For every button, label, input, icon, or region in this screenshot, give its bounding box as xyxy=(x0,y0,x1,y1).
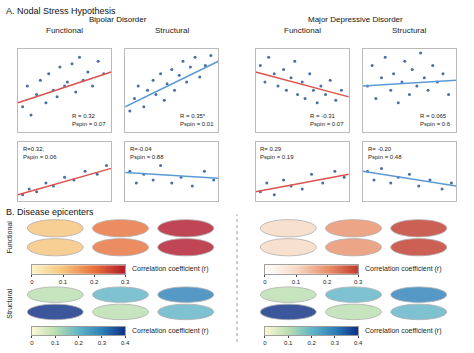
svg-text:Structural: Structural xyxy=(6,288,13,318)
svg-text:Functional: Functional xyxy=(6,221,13,254)
svg-text:0.1: 0.1 xyxy=(292,279,301,285)
svg-text:R = 0.065Pspin = 0.6: R = 0.065Pspin = 0.6 xyxy=(420,113,451,127)
svg-text:0.3: 0.3 xyxy=(98,340,107,346)
svg-text:R = 0.35*Pspin = 0.01: R = 0.35*Pspin = 0.01 xyxy=(180,113,214,127)
svg-text:0.2: 0.2 xyxy=(74,340,83,346)
svg-text:0.3: 0.3 xyxy=(354,279,363,285)
svg-text:Functional: Functional xyxy=(46,26,83,35)
svg-text:0.3: 0.3 xyxy=(331,340,340,346)
svg-text:0.4: 0.4 xyxy=(354,340,363,346)
svg-text:0.2: 0.2 xyxy=(323,279,332,285)
svg-text:Major Depressive Disorder: Major Depressive Disorder xyxy=(308,15,403,24)
svg-text:R = -0.31Pspin = 0.07: R = -0.31Pspin = 0.07 xyxy=(310,113,344,127)
svg-text:Correlation coefficient (r): Correlation coefficient (r) xyxy=(132,265,209,273)
svg-text:R= -0.20Pspin = 0.48: R= -0.20Pspin = 0.48 xyxy=(368,146,402,160)
svg-text:0.3: 0.3 xyxy=(121,279,130,285)
svg-text:R = 0.32Pspin = 0.07: R = 0.32Pspin = 0.07 xyxy=(72,113,106,127)
svg-text:B. Disease epicenters: B. Disease epicenters xyxy=(6,207,94,217)
svg-text:R= 0.29Pspin = 0.19: R= 0.29Pspin = 0.19 xyxy=(260,146,294,160)
svg-text:Structural: Structural xyxy=(155,26,189,35)
svg-text:Bipolar Disorder: Bipolar Disorder xyxy=(89,15,147,24)
svg-text:R=-0.04Pspin = 0.88: R=-0.04Pspin = 0.88 xyxy=(130,146,164,160)
svg-text:0.2: 0.2 xyxy=(90,279,99,285)
svg-text:0.4: 0.4 xyxy=(121,340,130,346)
svg-text:Functional: Functional xyxy=(284,26,321,35)
svg-text:R=0.32,Pspin = 0.06: R=0.32,Pspin = 0.06 xyxy=(23,146,57,160)
svg-text:0.2: 0.2 xyxy=(307,340,316,346)
svg-text:0.1: 0.1 xyxy=(51,340,60,346)
svg-text:A. Nodal Stress Hypothesis: A. Nodal Stress Hypothesis xyxy=(6,6,116,16)
svg-text:0.1: 0.1 xyxy=(59,279,68,285)
svg-text:Correlation coefficient (r): Correlation coefficient (r) xyxy=(132,327,209,335)
svg-text:0: 0 xyxy=(263,279,267,285)
svg-text:0.1: 0.1 xyxy=(284,340,293,346)
svg-text:Structural: Structural xyxy=(392,26,426,35)
svg-text:Correlation coefficient (r): Correlation coefficient (r) xyxy=(365,327,442,335)
svg-text:0: 0 xyxy=(263,340,267,346)
svg-text:0: 0 xyxy=(30,279,34,285)
svg-text:Correlation coefficient (r): Correlation coefficient (r) xyxy=(365,265,442,273)
svg-text:0: 0 xyxy=(30,340,34,346)
